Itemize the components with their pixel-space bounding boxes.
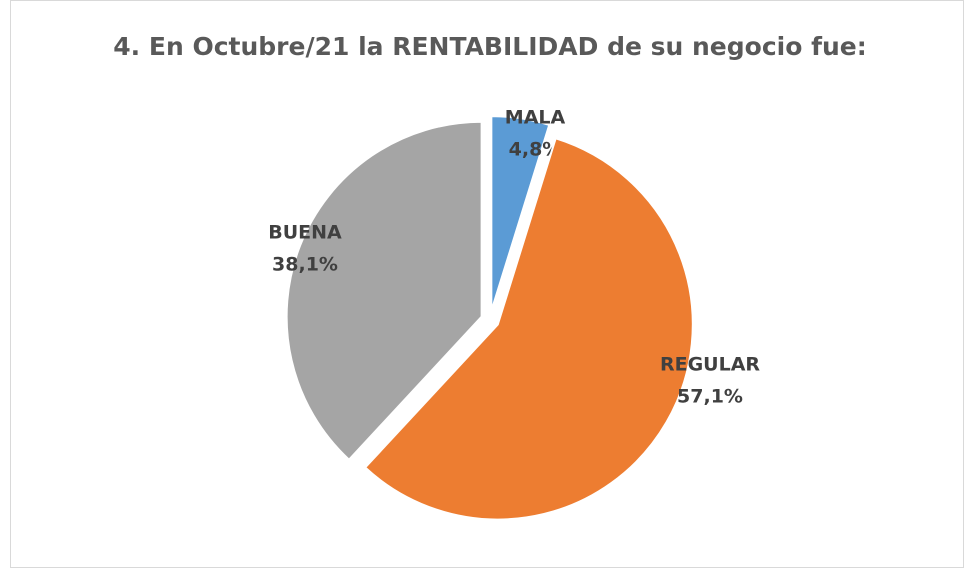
chart-title: 4. En Octubre/21 la RENTABILIDAD de su n…: [113, 32, 866, 61]
slice-value: 38,1%: [272, 254, 338, 276]
slice-label: REGULAR: [660, 354, 760, 376]
slice-label: BUENA: [268, 222, 342, 244]
slice-value: 57,1%: [677, 386, 743, 408]
pie-slice: [363, 137, 694, 521]
slice-value: 4,8%: [509, 139, 562, 161]
pie-slice: [285, 120, 483, 462]
slice-label: MALA: [505, 107, 566, 129]
pie-slice: [490, 115, 551, 312]
